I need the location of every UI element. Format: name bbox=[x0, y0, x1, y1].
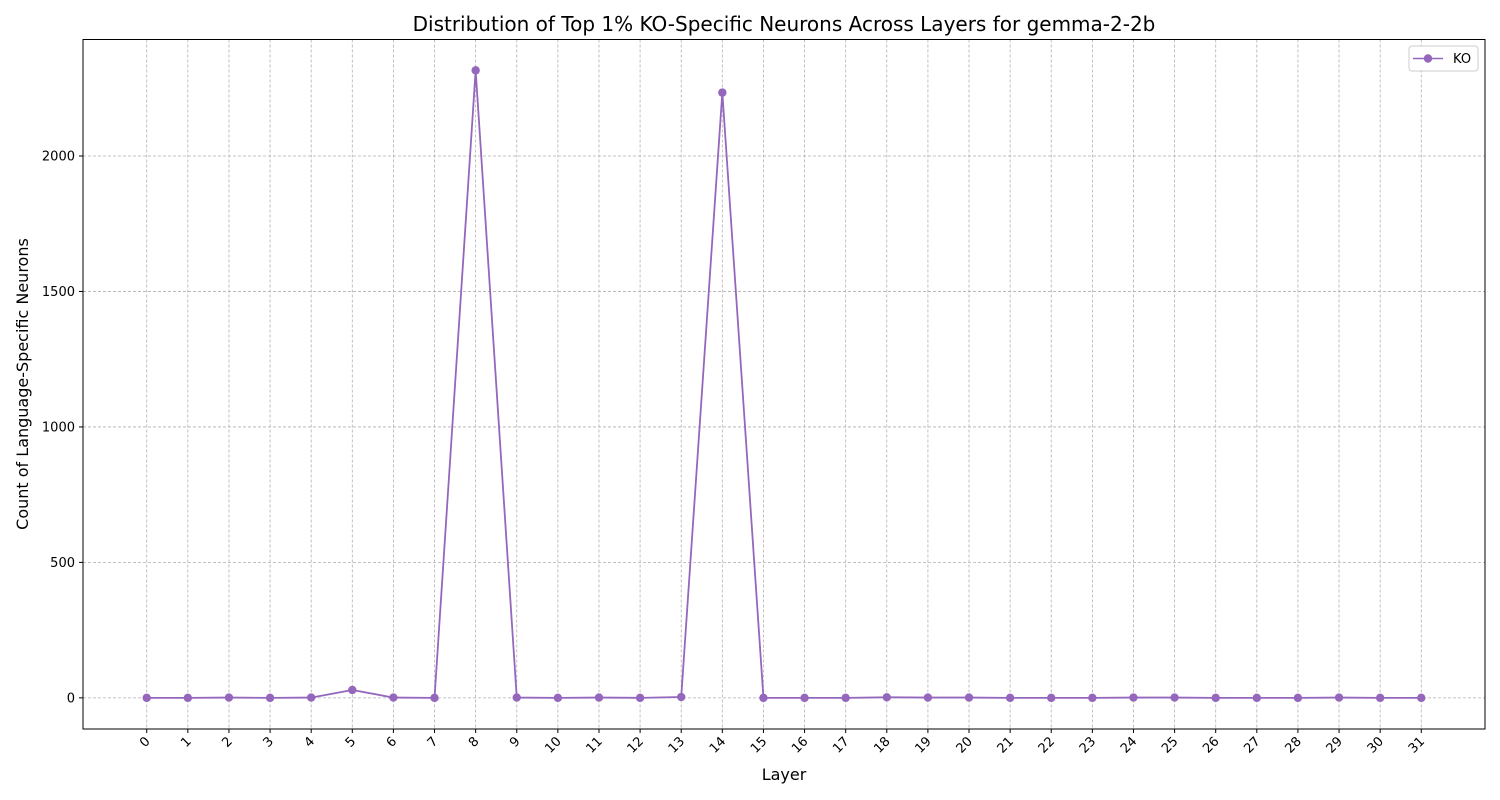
data-point-ko bbox=[265, 693, 275, 703]
legend: KO bbox=[1408, 45, 1479, 72]
data-point-ko bbox=[1005, 693, 1015, 703]
data-point-ko bbox=[1047, 693, 1056, 703]
data-point-ko bbox=[882, 693, 891, 702]
data-point-ko bbox=[1129, 693, 1138, 702]
data-point-ko bbox=[471, 66, 480, 75]
legend-box bbox=[1408, 45, 1479, 72]
data-point-ko bbox=[430, 693, 439, 703]
y-axis-label: Count of Language-Specific Neurons bbox=[13, 238, 32, 530]
y-axis-ticks: 0 500 1000 1500 2000 bbox=[42, 149, 83, 706]
series-line-ko bbox=[146, 69, 1422, 699]
legend-marker-ko bbox=[1423, 54, 1433, 63]
data-point-ko bbox=[964, 693, 974, 702]
data-point-ko bbox=[718, 88, 727, 97]
data-point-ko bbox=[923, 693, 933, 702]
data-point-ko bbox=[1375, 693, 1385, 703]
data-point-ko bbox=[1088, 693, 1097, 703]
data-point-ko bbox=[389, 693, 398, 702]
legend-label-ko: KO bbox=[1453, 52, 1471, 67]
data-point-ko bbox=[224, 693, 234, 702]
chart-title: Distribution of Top 1% KO-Specific Neuro… bbox=[413, 12, 1156, 36]
data-point-ko bbox=[348, 685, 357, 695]
data-point-ko bbox=[1293, 693, 1303, 703]
y-tick-label: 1000 bbox=[42, 420, 75, 435]
y-tick-label: 500 bbox=[50, 556, 75, 571]
data-point-ko bbox=[553, 693, 563, 703]
data-point-ko bbox=[677, 692, 686, 702]
data-point-ko bbox=[594, 693, 604, 702]
data-point-ko bbox=[1211, 693, 1220, 703]
series-layer bbox=[142, 66, 1426, 703]
y-tick-label: 1500 bbox=[42, 285, 75, 300]
data-point-ko bbox=[1417, 693, 1426, 703]
data-point-ko bbox=[142, 693, 151, 703]
data-point-ko bbox=[1170, 693, 1179, 702]
data-point-ko bbox=[841, 693, 850, 703]
data-point-ko bbox=[800, 693, 809, 703]
data-point-ko bbox=[512, 693, 521, 702]
y-tick-label: 0 bbox=[67, 691, 75, 706]
plot-frame bbox=[82, 39, 1486, 730]
y-tick-label: 2000 bbox=[42, 149, 75, 164]
data-point-ko bbox=[635, 693, 645, 703]
data-point-ko bbox=[759, 693, 768, 703]
data-point-ko bbox=[306, 693, 316, 702]
data-point-ko bbox=[1334, 693, 1344, 702]
x-axis-label: Layer bbox=[762, 765, 807, 784]
data-point-ko bbox=[1252, 693, 1262, 703]
data-point-ko bbox=[183, 693, 193, 703]
